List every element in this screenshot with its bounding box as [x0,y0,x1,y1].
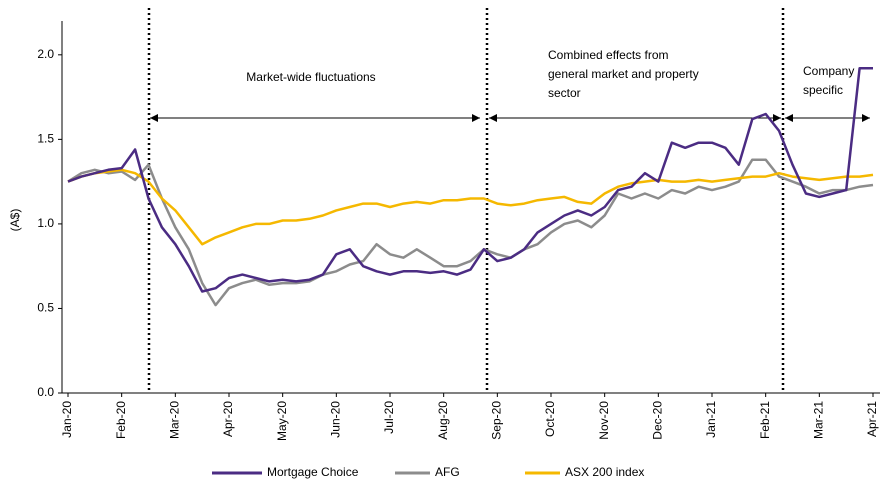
y-tick-label: 1.5 [37,132,54,146]
y-tick-label: 2.0 [37,47,54,61]
x-tick-label: Apr-20 [221,401,235,437]
x-tick-label: Feb-21 [758,401,772,439]
x-tick-label: May-20 [275,401,289,441]
x-tick-label: Jan-21 [704,401,718,438]
annotation: sector [548,86,581,100]
y-tick-label: 0.0 [37,385,54,399]
legend-label: Mortgage Choice [267,465,359,479]
y-tick-label: 0.5 [37,301,54,315]
x-tick-label: Aug-20 [436,401,450,440]
x-tick-label: Sep-20 [490,401,504,440]
annotation: specific [803,83,843,97]
x-tick-label: Nov-20 [597,401,611,440]
y-axis-label: (A$) [8,209,22,232]
annotation: Company [803,64,854,78]
x-tick-label: Jan-20 [60,401,74,438]
annotation: Combined effects from [548,48,669,62]
x-tick-label: Mar-21 [812,401,826,439]
legend-label: AFG [435,465,460,479]
x-tick-label: Dec-20 [651,401,665,440]
x-tick-label: Jul-20 [382,401,396,434]
y-tick-label: 1.0 [37,216,54,230]
series-line [67,67,873,293]
annotation: Market-wide fluctuations [246,70,375,84]
annotation: general market and property [548,67,699,81]
series-line [67,158,874,307]
x-tick-label: Oct-20 [543,401,557,437]
x-tick-label: Mar-20 [168,401,182,439]
series-line [67,168,874,246]
legend-label: ASX 200 index [565,465,644,479]
x-tick-label: Jun-20 [329,401,343,438]
x-tick-label: Feb-20 [114,401,128,439]
x-tick-label: Apr-21 [865,401,879,437]
